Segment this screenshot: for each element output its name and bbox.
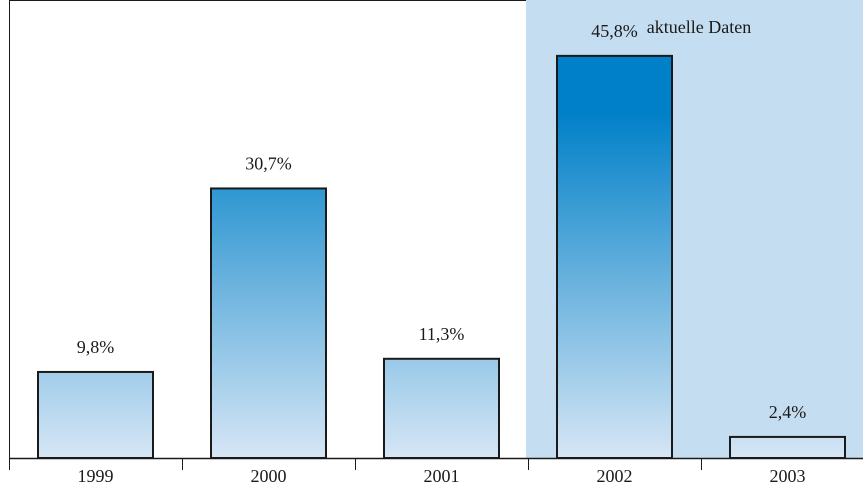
value-label-2002: 45,8% xyxy=(591,21,638,41)
bar-2002 xyxy=(557,56,672,458)
tick-label-1999: 1999 xyxy=(78,466,114,486)
bar-2003 xyxy=(730,437,845,458)
value-label-2001: 11,3% xyxy=(419,324,465,344)
value-label-2003: 2,4% xyxy=(769,402,807,422)
bar-2000 xyxy=(211,188,326,458)
x-axis-ticks: 1999 2000 2001 2002 2003 xyxy=(10,458,863,486)
tick-label-2003: 2003 xyxy=(770,466,806,486)
bar-1999 xyxy=(38,372,153,458)
tick-label-2002: 2002 xyxy=(597,466,633,486)
bar-2001 xyxy=(384,359,499,458)
tick-label-2000: 2000 xyxy=(251,466,287,486)
highlight-label: aktuelle Daten xyxy=(647,17,751,37)
value-label-2000: 30,7% xyxy=(245,153,292,173)
tick-label-2001: 2001 xyxy=(424,466,460,486)
value-label-1999: 9,8% xyxy=(77,337,115,357)
